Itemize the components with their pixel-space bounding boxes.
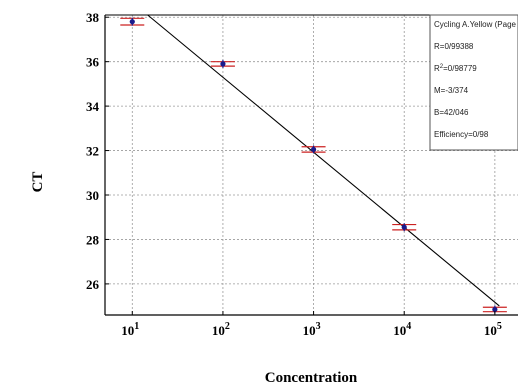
info-box-frame — [429, 14, 518, 151]
info-line: Efficiency=0/98 — [434, 130, 489, 139]
y-tick-label: 34 — [86, 99, 100, 114]
fit-line-group — [147, 14, 500, 307]
point-marker — [401, 224, 407, 230]
point-marker — [220, 61, 226, 67]
info-line: B=42/046 — [434, 108, 469, 117]
points-group — [120, 17, 507, 314]
point-marker — [129, 19, 135, 25]
y-tick-label: 38 — [86, 10, 100, 25]
y-tick-label: 28 — [86, 232, 100, 247]
point-marker — [492, 306, 498, 313]
info-line: Cycling A.Yellow (Page — [434, 20, 517, 29]
y-axis-title: CT — [30, 172, 46, 193]
x-tick-labels: 101 102 103 104 105 — [121, 321, 502, 338]
info-line: R=0/99388 — [434, 42, 474, 51]
fit-line — [147, 14, 500, 307]
data-point — [120, 17, 145, 26]
info-line: R2=0/98779 — [434, 64, 477, 73]
data-point — [210, 59, 235, 68]
data-point — [392, 223, 417, 232]
data-point — [301, 145, 326, 154]
info-line: M=-3/374 — [434, 86, 469, 95]
point-marker — [310, 146, 317, 153]
x-tick-label: 105 — [484, 321, 502, 338]
x-tick-label: 102 — [212, 321, 230, 338]
y-tick-label: 36 — [86, 55, 100, 70]
x-axis-title: Concentration — [265, 370, 358, 386]
y-tick-label: 26 — [86, 277, 100, 292]
x-tick-label: 103 — [303, 321, 321, 338]
y-tick-label: 30 — [86, 188, 99, 203]
info-box: Cycling A.Yellow (Page R=0/99388 R2=0/9877… — [429, 14, 518, 151]
x-tick-label: 104 — [393, 321, 411, 338]
x-tick-label: 101 — [121, 321, 139, 338]
y-tick-label: 32 — [86, 144, 99, 159]
y-tick-labels: 26 28 30 32 34 36 38 — [86, 10, 100, 292]
